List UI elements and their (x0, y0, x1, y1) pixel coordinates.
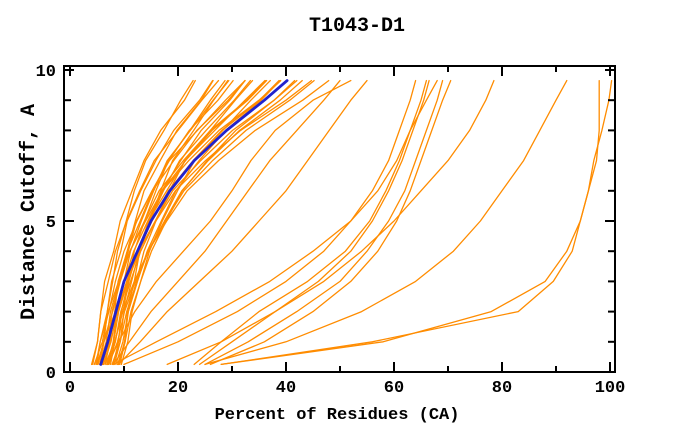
model-curve (107, 79, 230, 366)
model-curve (117, 79, 254, 366)
highlighted-model-curve (99, 79, 289, 366)
y-tick-label: 10 (36, 63, 56, 82)
model-curve (204, 79, 568, 366)
chart-title: T1043-D1 (309, 15, 405, 38)
model-curve (220, 79, 613, 366)
model-curve (99, 79, 246, 366)
model-curve (204, 79, 444, 366)
x-tick-label: 0 (65, 379, 75, 398)
x-tick-label: 100 (595, 379, 626, 398)
y-tick-label: 0 (46, 365, 56, 384)
model-curve (107, 79, 280, 366)
x-axis-label: Percent of Residues (CA) (215, 406, 460, 425)
model-curve (112, 79, 438, 366)
model-curve (220, 79, 600, 366)
x-tick-label: 80 (492, 379, 512, 398)
model-curve (117, 79, 368, 366)
y-axis-label: Distance Cutoff, A (18, 104, 41, 320)
model-curve (193, 79, 428, 366)
model-curve (111, 79, 303, 366)
model-curve (166, 79, 495, 366)
model-curve (90, 79, 220, 366)
x-tick-label: 40 (276, 379, 296, 398)
x-tick-label: 20 (168, 379, 188, 398)
plot-border (63, 65, 616, 373)
model-curve (120, 79, 271, 366)
model-curve (198, 79, 430, 366)
plot-area: 0 20 40 60 80 100 0 5 10 (36, 63, 626, 398)
x-tick-label: 60 (384, 379, 404, 398)
model-curve (107, 79, 352, 366)
model-curve (112, 79, 341, 366)
y-tick-label: 5 (46, 214, 56, 233)
model-curve (209, 79, 452, 366)
